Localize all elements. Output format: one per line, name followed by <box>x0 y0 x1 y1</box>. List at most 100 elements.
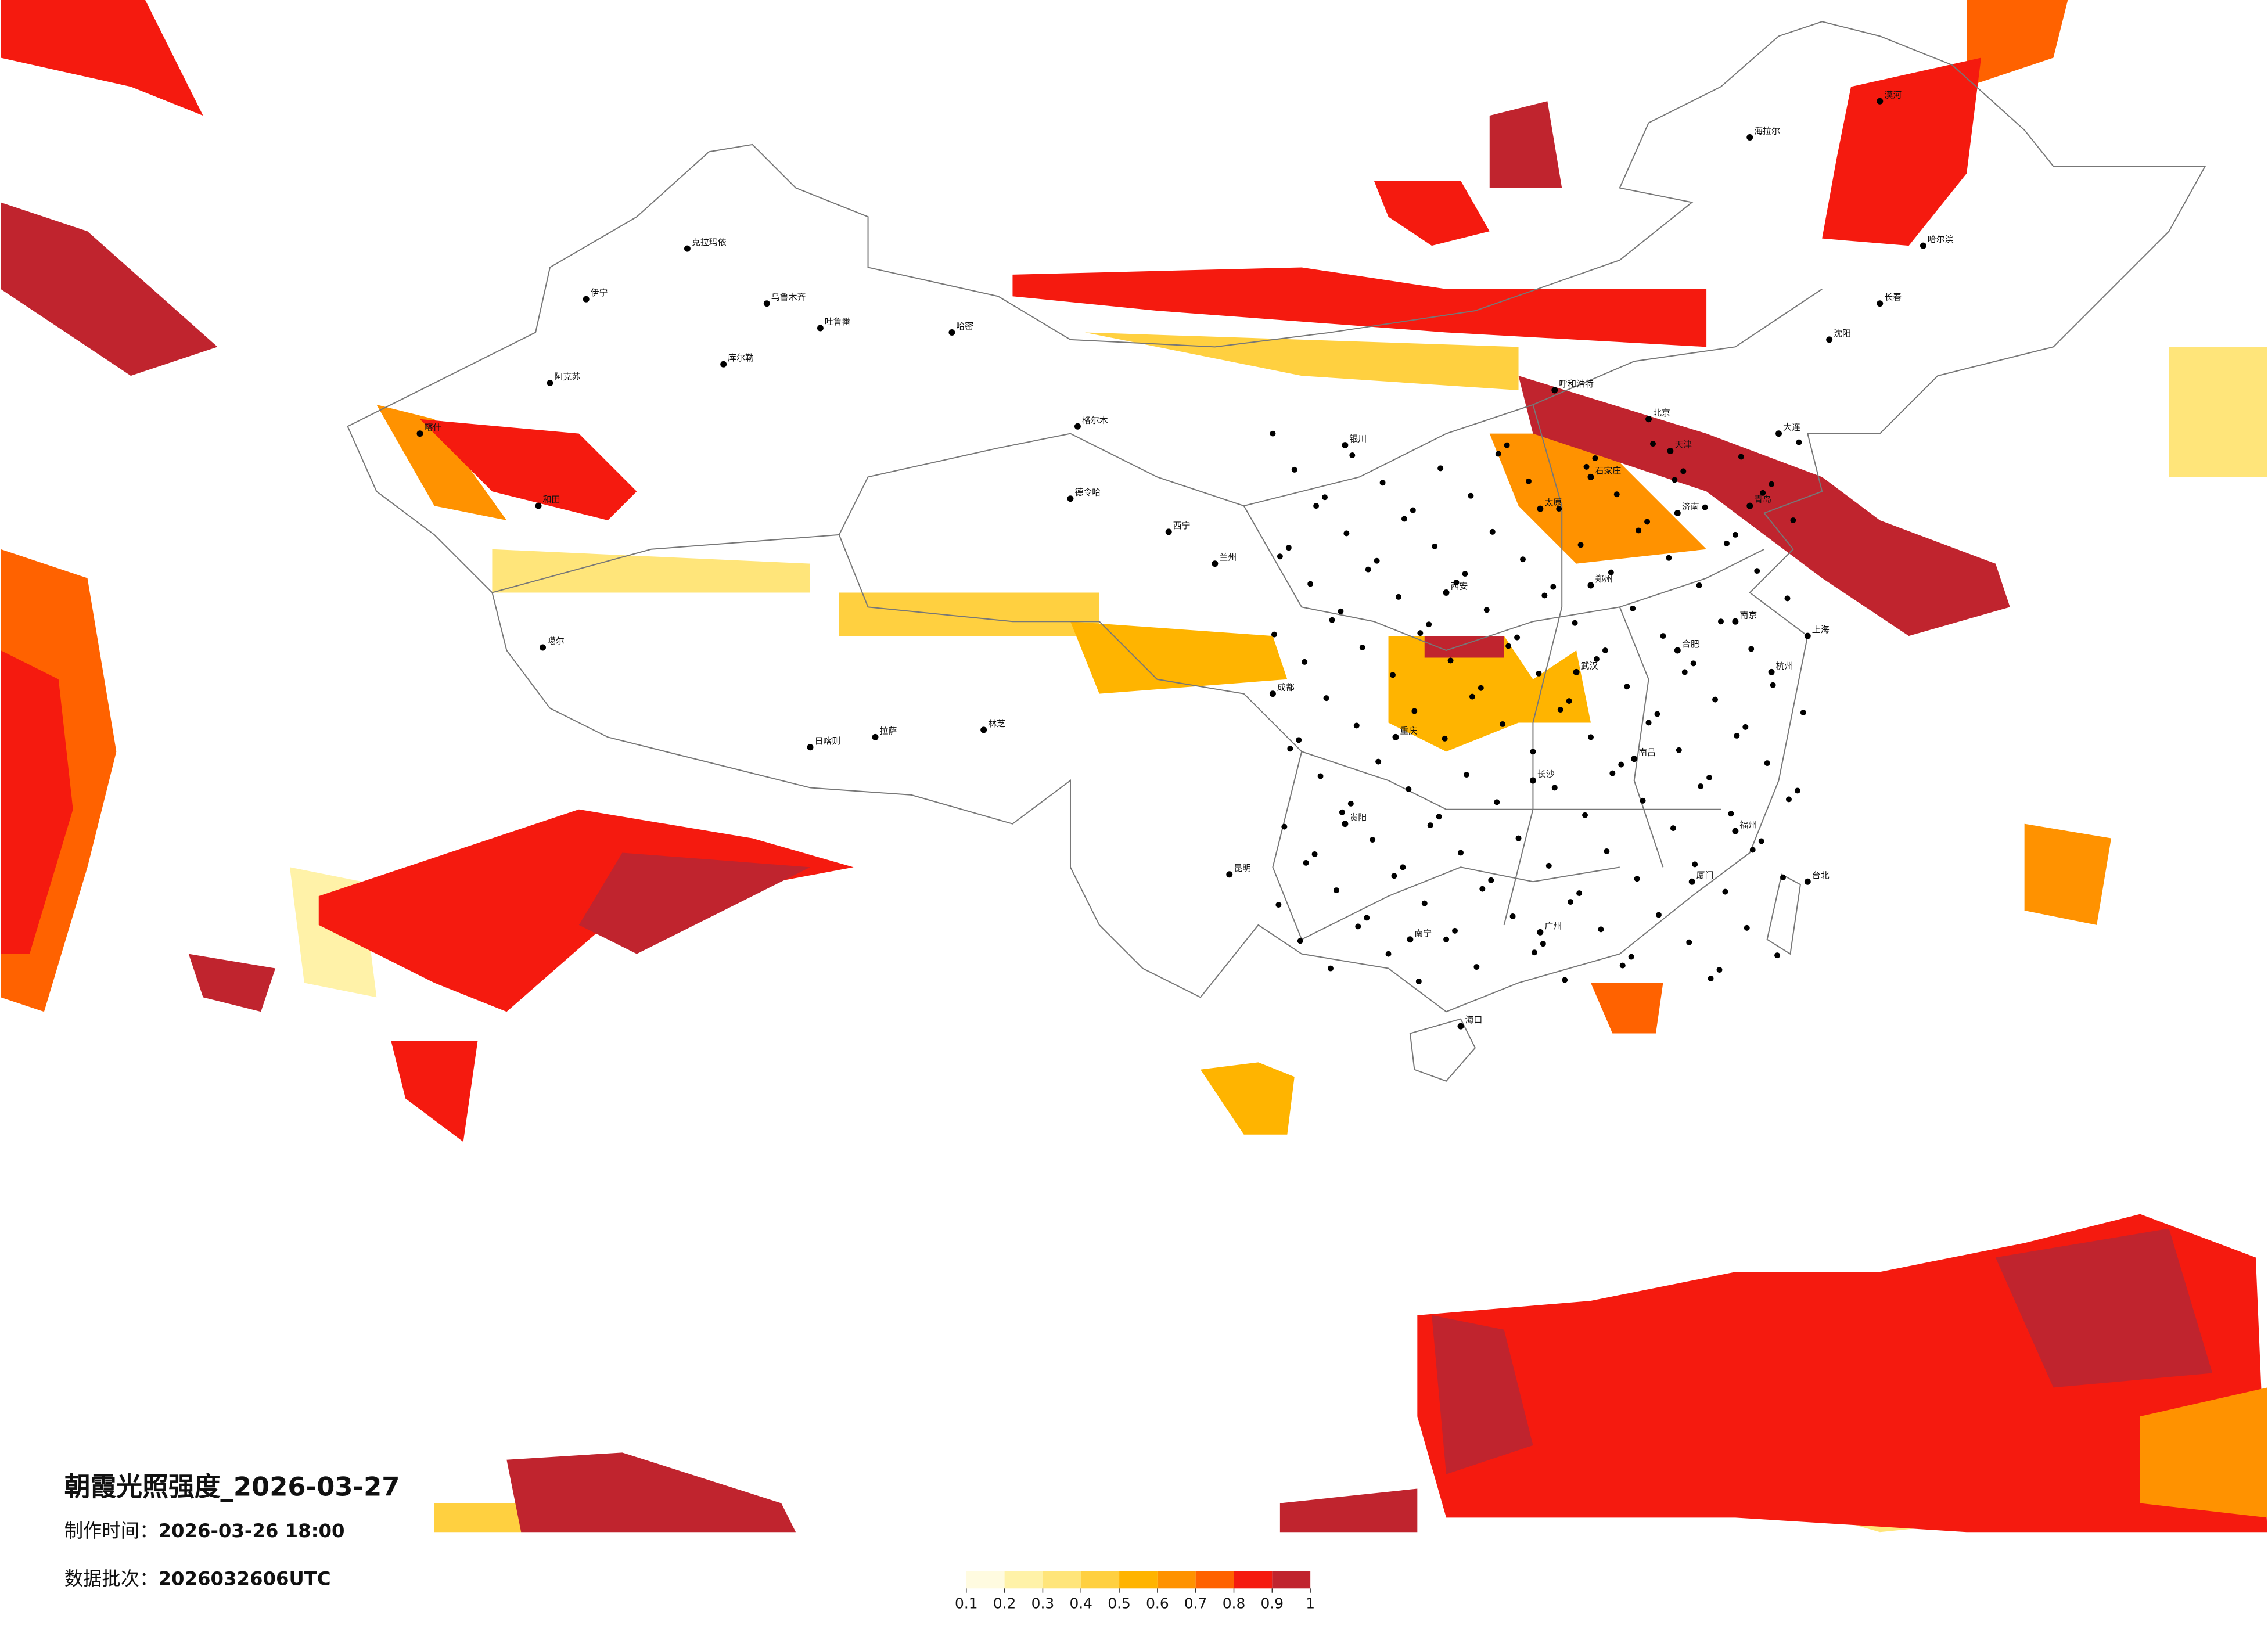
station-dot <box>1645 720 1652 726</box>
city-label: 库尔勒 <box>728 352 754 363</box>
station-dot <box>1582 812 1588 818</box>
station-dot <box>1636 527 1642 534</box>
data-batch-value: 2026032606UTC <box>158 1567 330 1589</box>
station-dot <box>1557 707 1563 713</box>
station-dot <box>1479 886 1486 892</box>
city-dot <box>1746 134 1753 141</box>
city-label: 杭州 <box>1776 660 1793 671</box>
station-dot <box>1583 463 1590 470</box>
city-dot <box>1587 582 1594 589</box>
city-label: 银川 <box>1349 434 1367 444</box>
legend-swatch <box>1119 1571 1158 1589</box>
city-dot <box>1407 936 1414 943</box>
station-dot <box>1706 775 1713 780</box>
station-dot <box>1613 491 1620 498</box>
borders <box>347 21 2206 1082</box>
station-dot <box>1608 569 1614 575</box>
station-dot <box>1692 861 1698 868</box>
station-dot <box>1483 607 1490 613</box>
city-label: 昆明 <box>1234 863 1251 873</box>
legend-tick-label: 0.9 <box>1261 1595 1284 1612</box>
station-dot <box>1754 568 1760 574</box>
heat-area <box>188 954 276 1012</box>
station-dot <box>1660 633 1666 639</box>
city-label: 济南 <box>1682 502 1699 512</box>
station-dot <box>1800 710 1806 715</box>
city-label: 郑州 <box>1595 574 1612 584</box>
country-outline <box>347 21 2206 1013</box>
city-dot <box>1537 505 1544 512</box>
made-time-label: 制作时间： <box>64 1520 159 1542</box>
city-dot <box>416 430 423 437</box>
station-dot <box>1531 949 1537 956</box>
city-dot <box>1551 387 1558 394</box>
station-dot <box>1323 695 1329 702</box>
city-label: 长沙 <box>1537 769 1555 779</box>
heat-area <box>1518 376 2010 636</box>
station-dot <box>1680 468 1687 474</box>
station-dot <box>1329 617 1335 623</box>
station-dot <box>1426 621 1432 628</box>
station-dot <box>1790 517 1796 523</box>
station-dot <box>1670 825 1676 832</box>
station-dot <box>1349 452 1356 458</box>
city-dot <box>872 733 879 740</box>
city-label: 太原 <box>1544 497 1562 508</box>
heat-area <box>1489 433 1707 564</box>
station-dot <box>1562 977 1568 983</box>
province-line <box>1243 505 1765 652</box>
station-dot <box>1732 531 1738 538</box>
heat-area <box>1 650 73 954</box>
station-dot <box>1654 711 1660 717</box>
heat-area <box>1 202 218 376</box>
city-dot <box>1537 929 1544 936</box>
heat-area <box>1 0 203 116</box>
station-dot <box>1577 542 1584 548</box>
title: 朝霞光照强度_2026-03-27 <box>64 1472 400 1502</box>
station-dot <box>1333 887 1339 894</box>
city-label: 伊宁 <box>591 287 608 298</box>
legend-tick-label: 0.7 <box>1184 1595 1207 1612</box>
city-label: 天津 <box>1674 440 1692 450</box>
city-label: 福州 <box>1739 819 1757 830</box>
heat-area <box>1590 983 1663 1034</box>
legend-swatch <box>1004 1571 1043 1589</box>
heat-area <box>318 809 854 1012</box>
station-dot <box>1593 656 1600 662</box>
city-dot <box>807 744 814 751</box>
station-dot <box>1469 693 1475 700</box>
station-dot <box>1374 557 1380 564</box>
station-dot <box>1545 862 1552 869</box>
station-dot <box>1395 593 1401 600</box>
heat-area <box>578 852 810 954</box>
station-dot <box>1676 747 1682 753</box>
city-label: 成都 <box>1277 682 1295 693</box>
station-dot <box>1769 481 1775 487</box>
station-dot <box>1287 746 1293 752</box>
station-dot <box>1572 620 1578 626</box>
station-dot <box>1744 924 1750 931</box>
heat-area <box>1084 332 1519 390</box>
station-dot <box>1541 592 1548 599</box>
station-dot <box>1307 581 1314 587</box>
hainan-outline <box>1409 1018 1476 1082</box>
heat-area <box>419 419 637 520</box>
legend-swatch <box>1195 1571 1234 1589</box>
station-dot <box>1296 737 1302 743</box>
heat-area <box>1432 1315 1533 1474</box>
city-dot <box>1226 871 1233 878</box>
station-dot <box>1655 912 1662 918</box>
station-dot <box>1437 465 1444 472</box>
station-dot <box>1338 608 1344 614</box>
station-dot <box>1390 672 1396 678</box>
city-dot <box>535 502 542 509</box>
city-label: 拉萨 <box>879 725 897 736</box>
station-dot <box>1536 670 1542 677</box>
station-dot <box>1494 799 1500 805</box>
station-dot <box>1275 902 1282 908</box>
city-label: 喀什 <box>424 422 441 433</box>
station-dot <box>1716 967 1723 973</box>
station-dot <box>1270 430 1276 437</box>
city-dot <box>1067 495 1074 502</box>
